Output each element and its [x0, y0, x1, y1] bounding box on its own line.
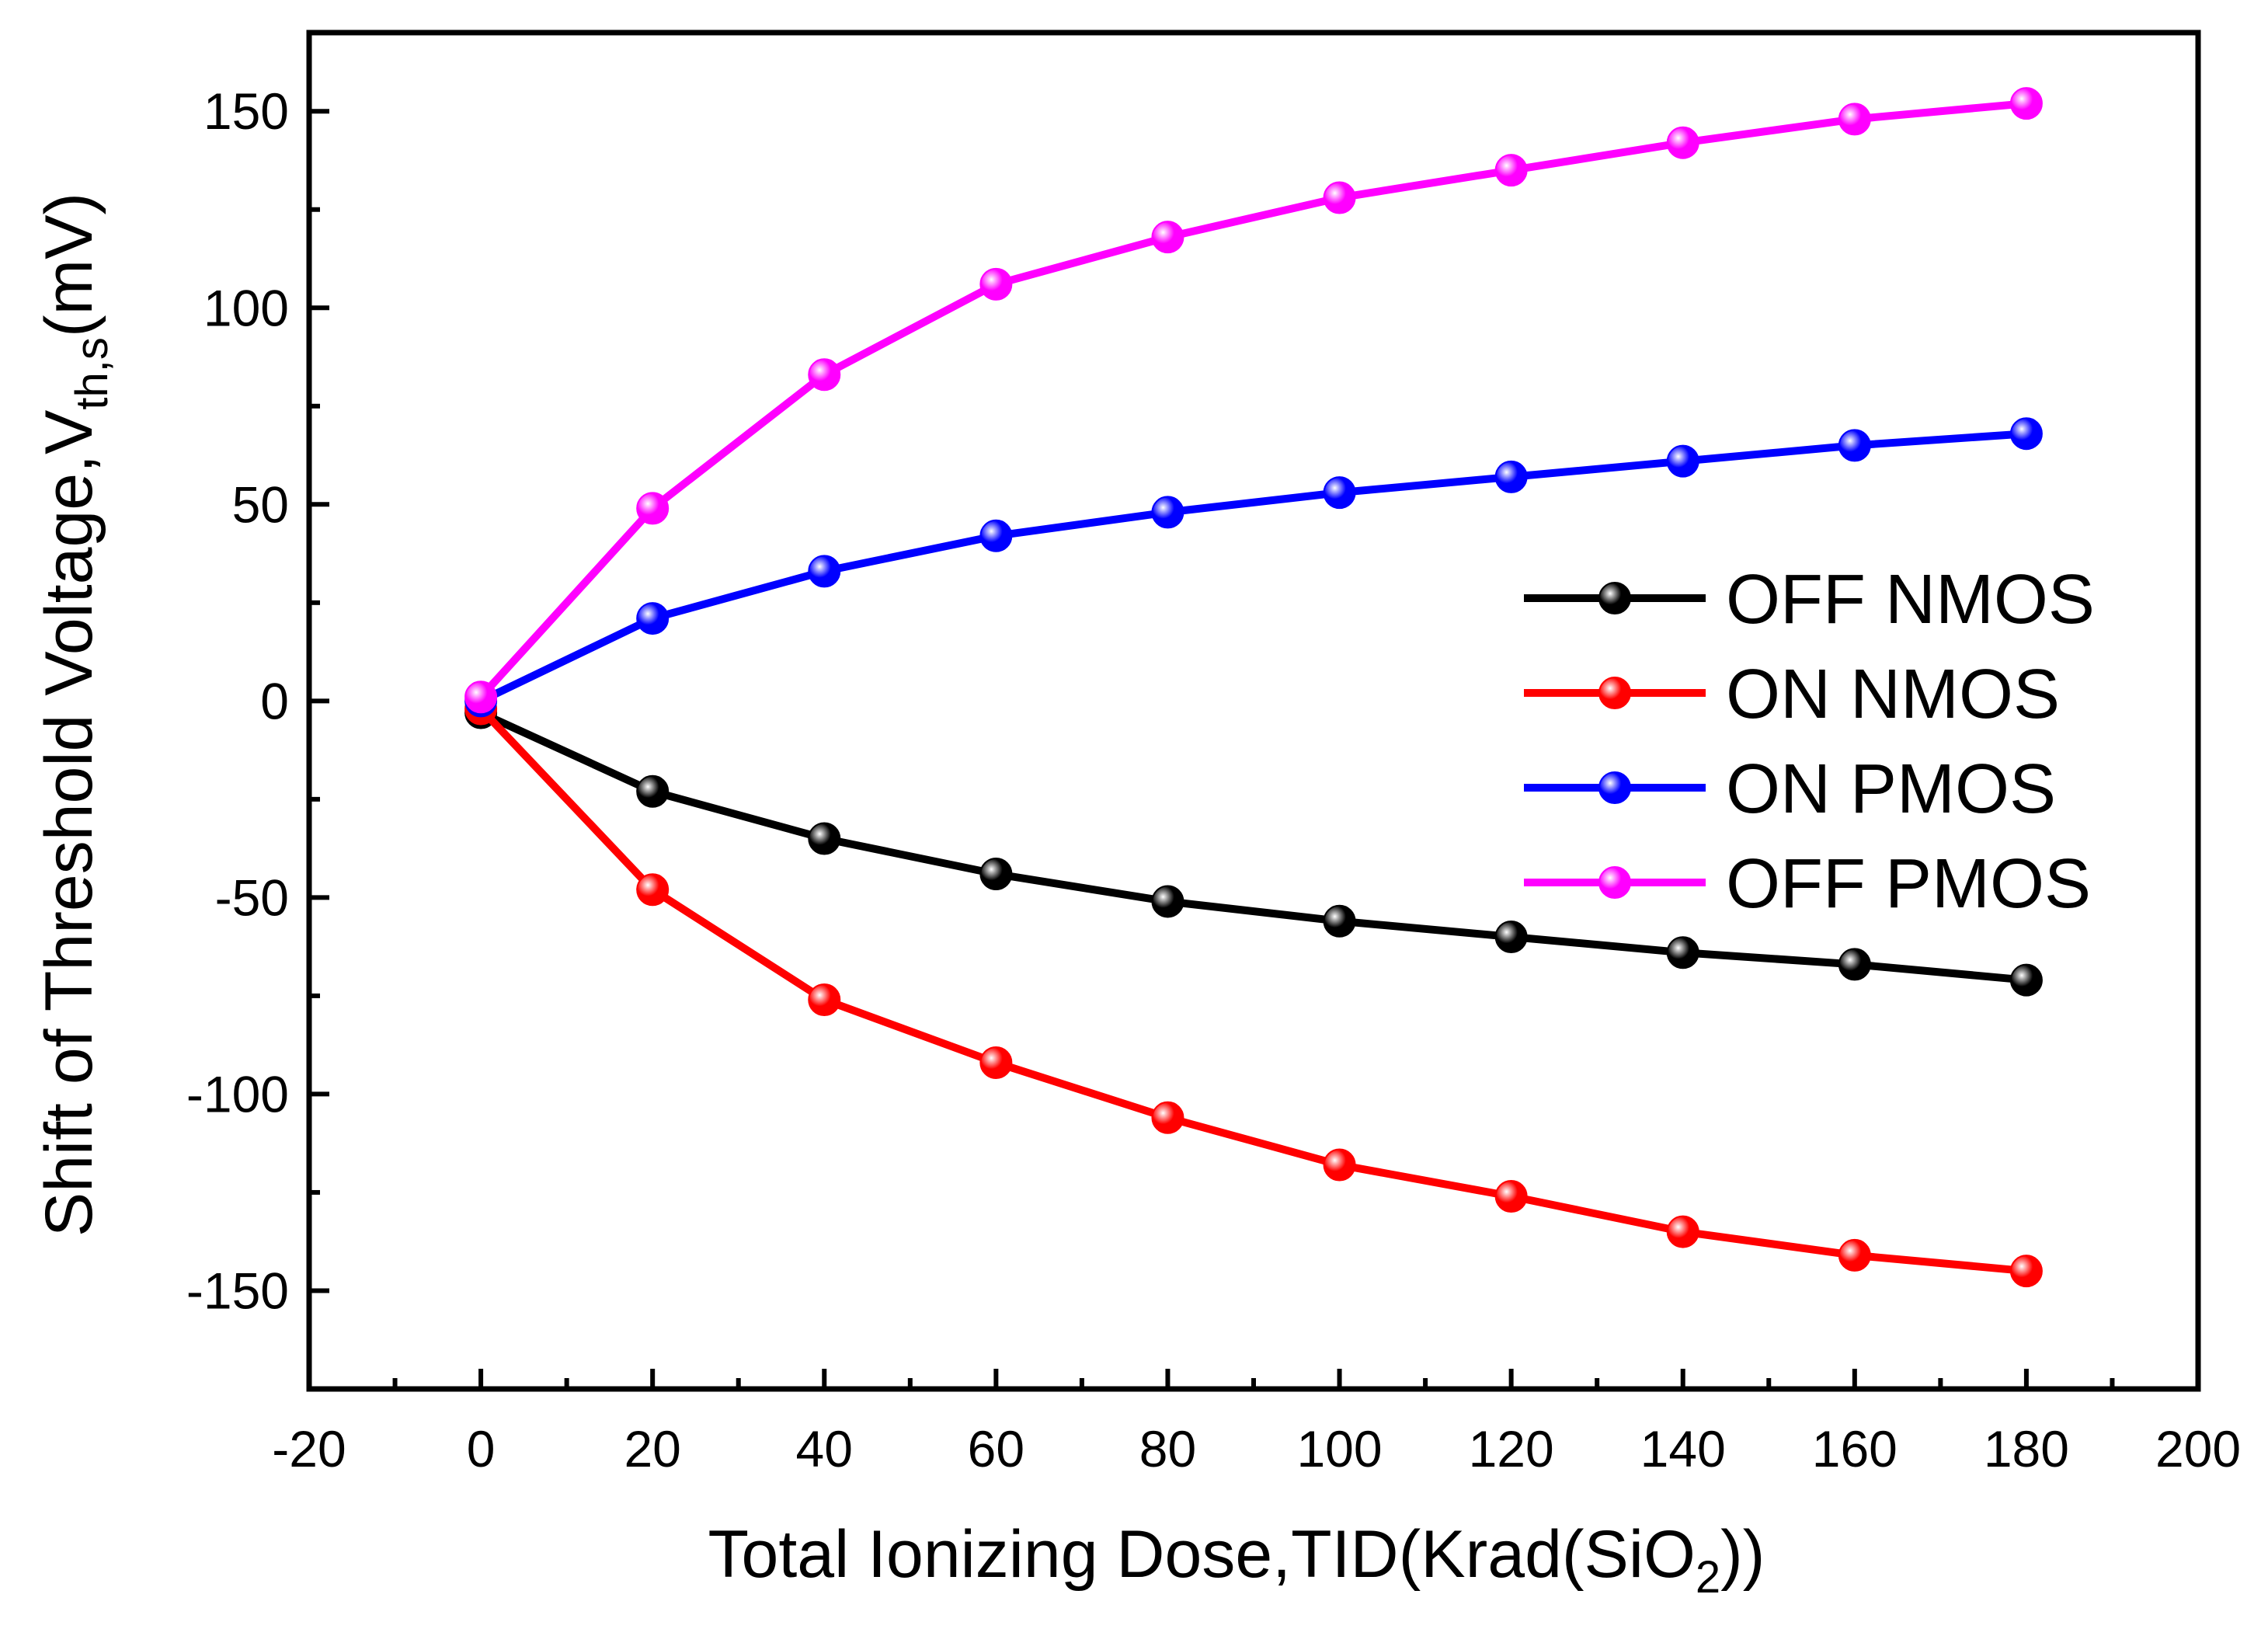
x-tick-label: 120 — [1469, 1420, 1554, 1478]
data-point — [1838, 103, 1871, 136]
series-line — [478, 99, 2027, 700]
legend-label: OFF PMOS — [1726, 845, 2091, 923]
data-point — [1151, 885, 1184, 918]
legend-label: ON NMOS — [1726, 656, 2060, 733]
x-tick-label: 60 — [968, 1420, 1024, 1478]
x-tick-label: -20 — [272, 1420, 346, 1478]
plot-frame — [306, 30, 2201, 1392]
y-tick-label: -100 — [186, 1065, 289, 1123]
legend-marker — [1598, 582, 1631, 614]
data-point — [979, 519, 1013, 552]
data-point — [1838, 429, 1871, 462]
data-point — [1666, 936, 1699, 969]
legend-marker — [1598, 866, 1631, 899]
legend-item: ON NMOS — [1524, 656, 2060, 733]
data-point — [1323, 1148, 1356, 1182]
x-tick-label: 100 — [1296, 1420, 1382, 1478]
legend-marker — [1598, 771, 1631, 804]
x-tick-label: 80 — [1139, 1420, 1196, 1478]
x-axis-ticks: -20 0 20 40 60 80 100 120 140 160 180 200 — [272, 1369, 2241, 1478]
data-point — [1494, 154, 1528, 187]
data-point — [1494, 1180, 1528, 1213]
x-axis-title: Total Ionizing Dose,TID(Krad(SiO2)) — [708, 1517, 1765, 1603]
y-axis-ticks: -150 -100 -50 0 50 100 150 — [186, 82, 329, 1391]
legend-item: ON PMOS — [1524, 750, 2056, 828]
data-point — [464, 680, 498, 714]
x-tick-label: 0 — [467, 1420, 496, 1478]
data-point — [1323, 904, 1356, 938]
data-point — [808, 358, 841, 392]
data-point — [2009, 87, 2043, 120]
x-tick-label: 200 — [2155, 1420, 2241, 1478]
data-point — [636, 602, 670, 635]
plot-series — [464, 87, 2043, 1288]
data-point — [979, 858, 1013, 891]
data-point — [1838, 948, 1871, 981]
series-on-nmos — [464, 692, 2043, 1288]
series-off-pmos — [464, 87, 2043, 714]
data-point — [636, 873, 670, 907]
x-tick-label: 40 — [796, 1420, 853, 1478]
legend-label: ON PMOS — [1726, 750, 2056, 828]
legend: OFF NMOS ON NMOS ON PMOS OFF PMOS — [1524, 561, 2095, 923]
y-tick-label: 0 — [260, 672, 289, 729]
data-point — [636, 492, 670, 525]
y-tick-label: 150 — [203, 82, 289, 140]
data-point — [1666, 444, 1699, 478]
series-line — [478, 430, 2027, 705]
data-point — [2009, 963, 2043, 997]
legend-item: OFF PMOS — [1524, 845, 2091, 923]
data-point — [808, 555, 841, 588]
data-point — [1151, 496, 1184, 529]
data-point — [808, 983, 841, 1016]
x-tick-label: 160 — [1812, 1420, 1898, 1478]
x-tick-label: 180 — [1984, 1420, 2069, 1478]
data-point — [1323, 181, 1356, 214]
series-line — [478, 706, 2027, 1276]
data-point — [1151, 1101, 1184, 1134]
legend-marker — [1598, 677, 1631, 709]
data-point — [2009, 417, 2043, 451]
legend-label: OFF NMOS — [1726, 561, 2095, 639]
y-tick-label: -50 — [215, 868, 289, 926]
data-point — [979, 267, 1013, 301]
data-point — [808, 822, 841, 855]
data-point — [1666, 1215, 1699, 1248]
data-point — [1323, 476, 1356, 510]
data-point — [1151, 221, 1184, 254]
data-point — [636, 774, 670, 808]
y-tick-label: 100 — [203, 279, 289, 336]
data-point — [2009, 1255, 2043, 1288]
legend-item: OFF NMOS — [1524, 561, 2095, 639]
data-point — [1494, 460, 1528, 493]
data-point — [1666, 126, 1699, 159]
y-tick-label: 50 — [232, 475, 289, 533]
series-line — [479, 708, 2027, 984]
data-point — [979, 1046, 1013, 1079]
data-point — [1838, 1238, 1871, 1272]
x-tick-label: 140 — [1640, 1420, 1726, 1478]
x-tick-label: 20 — [624, 1420, 680, 1478]
y-tick-label: -150 — [186, 1262, 289, 1319]
data-point — [1494, 921, 1528, 953]
y-axis-title: Shift of Threshold Voltage,Vth,s(mV) — [32, 193, 117, 1237]
